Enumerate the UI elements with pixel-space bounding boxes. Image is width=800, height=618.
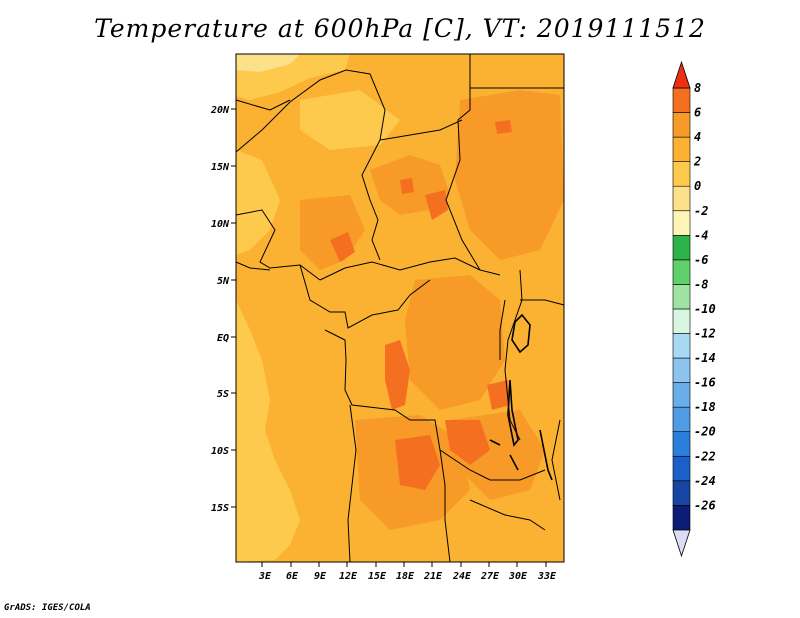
colorbar-segment [672, 185, 691, 212]
colorbar-label: 4 [694, 130, 701, 144]
lat-label-10S: 10S [211, 446, 229, 457]
colorbar-label: -14 [694, 351, 716, 365]
lat-label-5N: 5N [217, 276, 230, 287]
hot-core-zambia [445, 420, 490, 465]
lat-label-15S: 15S [211, 503, 229, 514]
colorbar-segment [672, 210, 691, 236]
hot-core-chad [425, 190, 448, 220]
grads-credit: GrADS: IGES/COLA [4, 603, 91, 613]
colorbar-label: -16 [694, 376, 716, 390]
lon-label-30E: 30E [508, 571, 528, 582]
lon-label-9E: 9E [314, 571, 327, 582]
lat-label-15N: 15N [211, 162, 230, 173]
colorbar-label: 8 [694, 81, 701, 95]
colorbar-label: -22 [694, 449, 716, 463]
colorbar-label: -20 [694, 425, 716, 439]
hot-core-cameroon [330, 232, 355, 262]
colorbar-label: 2 [693, 155, 701, 169]
colorbar-segment [672, 308, 691, 334]
plot-title: Temperature at 600hPa [C], VT: 201911151… [94, 14, 706, 43]
cool-zone-sahara-core [236, 54, 300, 72]
colorbar-label: -24 [694, 474, 716, 488]
colorbar-label: -4 [694, 228, 708, 242]
lakes [489, 313, 553, 481]
colorbar-segment [672, 333, 691, 359]
cool-zone-atlantic [236, 300, 300, 562]
colorbar-segment [672, 357, 691, 383]
lat-label-5S: 5S [217, 389, 229, 400]
warm-patch-sudan [455, 90, 564, 260]
lat-label-20N: 20N [210, 105, 230, 116]
country-borders [235, 54, 565, 563]
lon-label-18E: 18E [396, 571, 415, 582]
colorbar-segment [672, 431, 691, 457]
colorbar-segment [672, 505, 691, 531]
lon-label-24E: 24E [452, 571, 472, 582]
cool-zone-west-coast [236, 150, 280, 255]
lon-label-3E: 3E [258, 571, 272, 582]
colorbar-top-arrow [672, 60, 691, 89]
colorbar-segment [672, 455, 691, 482]
hot-core-congo-west [385, 340, 410, 410]
colorbar-segment [672, 87, 691, 113]
colorbar-label: -26 [694, 498, 716, 512]
colorbar-segment [672, 235, 691, 261]
warm-patch-congo [405, 275, 505, 410]
colorbar: 8 6 4 2 0 -2 -4 -6 -8 -10 -12 -14 -16 -18 -20 -22 -24 -26 [672, 60, 716, 558]
map-panel [235, 53, 565, 563]
colorbar-label: -2 [694, 204, 708, 218]
colorbar-label: -18 [694, 400, 716, 414]
colorbar-segment [672, 284, 691, 310]
colorbar-label: 0 [694, 179, 701, 193]
colorbar-segment [672, 406, 691, 432]
lat-axis: 20N 15N 10N 5N EQ 5S 10S 15S [210, 105, 236, 514]
hot-core-tanganyika [487, 380, 510, 410]
lon-label-33E: 33E [537, 571, 557, 582]
lon-label-27E: 27E [480, 571, 500, 582]
lon-label-6E: 6E [286, 571, 299, 582]
lon-label-12E: 12E [339, 571, 358, 582]
map-frame [235, 53, 565, 563]
hot-core-angola [395, 435, 440, 490]
cool-zone-north [300, 90, 400, 150]
colorbar-segment [672, 382, 691, 408]
lon-label-21E: 21E [423, 571, 443, 582]
lat-label-EQ: EQ [217, 333, 229, 344]
colorbar-segment [672, 161, 691, 187]
colorbar-segment [672, 112, 691, 138]
hot-core-darfur [400, 178, 414, 194]
colorbar-label: -10 [694, 302, 716, 316]
lon-axis: 3E 6E 9E 12E 15E 18E 21E 24E 27E 30E 33E [258, 562, 557, 582]
lon-label-15E: 15E [368, 571, 387, 582]
hot-core-sudan [495, 120, 512, 134]
colorbar-segment [672, 259, 691, 285]
colorbar-label: -12 [694, 327, 716, 341]
colorbar-segment [672, 136, 691, 162]
lat-label-10N: 10N [211, 219, 230, 230]
colorbar-segment [672, 480, 691, 506]
colorbar-label: -6 [694, 253, 708, 267]
colorbar-bottom-arrow [672, 529, 691, 558]
colorbar-label: -8 [694, 277, 708, 291]
colorbar-label: 6 [694, 106, 701, 120]
